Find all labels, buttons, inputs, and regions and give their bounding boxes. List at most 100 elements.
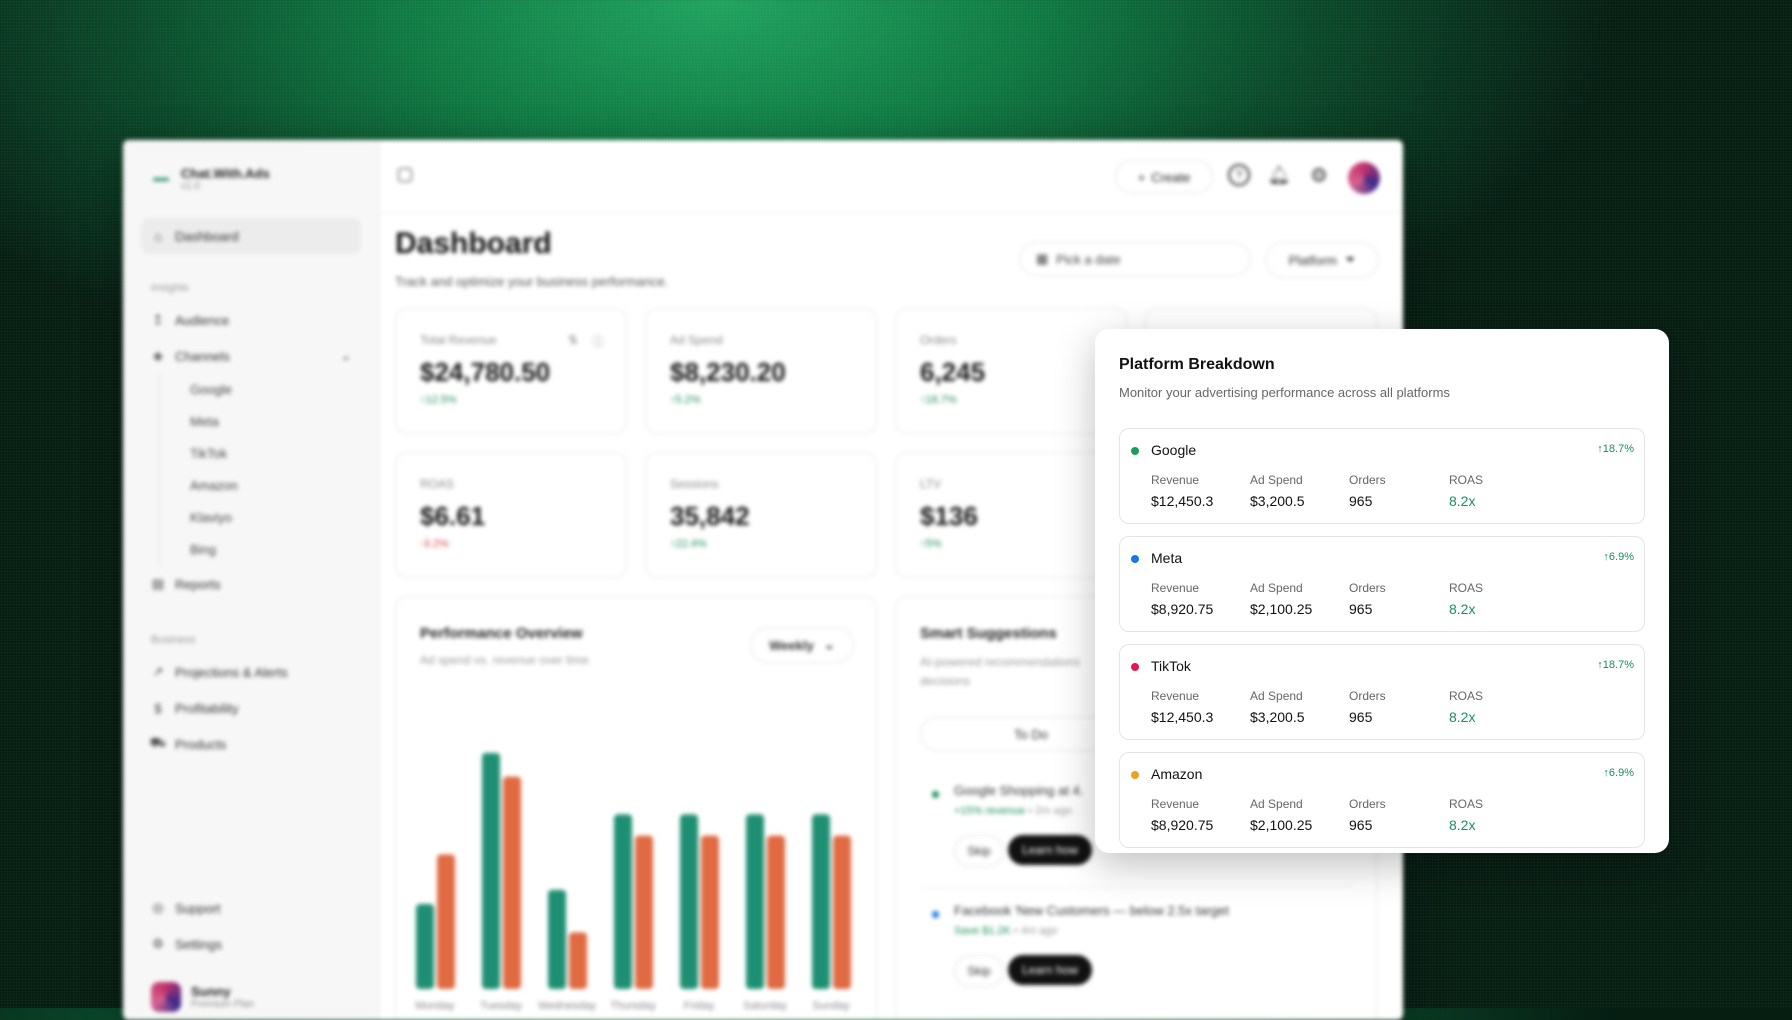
skip-button[interactable]: Skip (954, 835, 1004, 867)
topbar: + Create ? 🔔︎ ⚙ (378, 140, 1403, 213)
user-avatar (151, 982, 181, 1012)
skip-button[interactable]: Skip (954, 955, 1004, 987)
platform-delta: ↑6.9% (1603, 551, 1634, 563)
metric-value: $12,450.3 (1151, 493, 1214, 509)
user-plan: Premium Plan (191, 999, 254, 1010)
platform-card-amazon[interactable]: Amazon ↑6.9% Revenue $8,920.75 Ad Spend $2… (1119, 752, 1645, 848)
metric-ad-spend: Ad Spend $3,200.5 (1250, 473, 1305, 509)
sidebar-item-audience[interactable]: ↥ Audience (141, 302, 361, 338)
kpi-delta: ↑12.5% (420, 394, 457, 406)
sidebar-item-products[interactable]: ⛟ Products (141, 726, 361, 762)
metric-roas: ROAS 8.2x (1449, 797, 1483, 833)
suggestions-title: Smart Suggestions (920, 625, 1057, 642)
metric-value: 965 (1349, 709, 1373, 725)
metric-roas: ROAS 8.2x (1449, 473, 1483, 509)
user-profile[interactable]: Sunny Premium Plan (141, 976, 361, 1018)
create-button[interactable]: + Create (1115, 160, 1213, 194)
nav-footer: ◎ Support ⚙ Settings Sunny Premium Plan (141, 890, 361, 1018)
nav-main: ⌂ Dashboard Insights ↥ Audience ◈ Channe… (141, 218, 361, 762)
bar-revenue-saturday[interactable] (746, 814, 764, 989)
bar-ad-spend-friday[interactable] (701, 835, 719, 989)
sidebar-subitem-klaviyo[interactable]: Klaviyo (159, 502, 361, 534)
platform-card-tiktok[interactable]: TikTok ↑18.7% Revenue $12,450.3 Ad Spend $… (1119, 644, 1645, 740)
sidebar-item-channels[interactable]: ◈ Channels ⌄ (141, 338, 361, 374)
metric-roas: ROAS 8.2x (1449, 689, 1483, 725)
metric-label: Orders (1349, 581, 1386, 595)
kpi-card-ltv: LTV $136 ↑5% (895, 452, 1127, 578)
kpi-value: $8,230.20 (670, 357, 786, 387)
platform-card-google[interactable]: Google ↑18.7% Revenue $12,450.3 Ad Spend $… (1119, 428, 1645, 524)
platform-name: Amazon (1151, 766, 1203, 782)
bar-ad-spend-thursday[interactable] (635, 835, 653, 989)
document-icon: ▤ (151, 576, 165, 591)
sidebar-subitem-google[interactable]: Google (159, 374, 361, 406)
platform-delta: ↑18.7% (1597, 659, 1634, 671)
sidebar-item-profitability[interactable]: $ Profitability (141, 690, 361, 726)
range-select-label: Weekly (769, 637, 814, 653)
bar-ad-spend-monday[interactable] (437, 854, 455, 989)
bar-revenue-tuesday[interactable] (482, 753, 500, 989)
kpi-value: $136 (920, 501, 978, 531)
bar-ad-spend-sunday[interactable] (833, 835, 851, 989)
sidebar-item-reports[interactable]: ▤ Reports (141, 566, 361, 602)
metric-revenue: Revenue $12,450.3 (1151, 689, 1213, 725)
breakdown-title: Platform Breakdown (1119, 356, 1275, 373)
date-picker[interactable]: ▦ Pick a date (1019, 242, 1251, 276)
platform-delta: ↑18.7% (1597, 443, 1634, 455)
performance-subtitle: Ad spend vs. revenue over time (420, 653, 589, 667)
bar-revenue-wednesday[interactable] (548, 889, 566, 989)
avatar[interactable] (1348, 162, 1380, 194)
metric-label: Orders (1349, 689, 1386, 703)
sidebar-subitem-bing[interactable]: Bing (159, 534, 361, 566)
swap-icon[interactable]: ⇅ (567, 333, 578, 347)
bar-revenue-thursday[interactable] (614, 814, 632, 989)
bar-revenue-sunday[interactable] (812, 814, 830, 989)
page-subtitle: Track and optimize your business perform… (395, 274, 669, 289)
cart-icon: ⛟ (149, 735, 167, 750)
platform-card-meta[interactable]: Meta ↑6.9% Revenue $8,920.75 Ad Spend $2,1… (1119, 536, 1645, 632)
kpi-label: Orders (920, 333, 957, 347)
suggestion-impact: +15% revenue (954, 805, 1026, 817)
info-icon[interactable]: ⓘ (591, 335, 604, 349)
bar-ad-spend-tuesday[interactable] (503, 776, 521, 989)
kpi-card-ad-spend: Ad Spend $8,230.20 ↑5.2% (645, 308, 877, 434)
metric-orders: Orders 965 (1349, 689, 1386, 725)
suggestions-subtitle: AI-powered recommendations decisions (920, 653, 1120, 691)
metric-orders: Orders 965 (1349, 473, 1386, 509)
metric-label: ROAS (1449, 797, 1484, 811)
breakdown-subtitle: Monitor your advertising performance acr… (1119, 385, 1450, 400)
sidebar-item-support[interactable]: ◎ Support (141, 890, 361, 926)
x-tick-label: Saturday (743, 1000, 788, 1012)
bar-revenue-friday[interactable] (680, 814, 698, 989)
suggestion-meta: Save $1.2K • 4m ago (954, 925, 1058, 937)
sidebar-toggle-icon[interactable] (398, 168, 412, 182)
learn-how-button[interactable]: Learn how (1008, 835, 1092, 865)
sidebar-subitem-amazon[interactable]: Amazon (159, 470, 361, 502)
bar-ad-spend-wednesday[interactable] (569, 932, 587, 989)
sidebar-item-settings[interactable]: ⚙ Settings (141, 926, 361, 962)
bar-ad-spend-saturday[interactable] (767, 835, 785, 989)
sidebar-item-dashboard[interactable]: ⌂ Dashboard (141, 218, 361, 254)
platform-breakdown-card: Platform Breakdown Monitor your advertis… (1095, 329, 1669, 853)
metric-roas: ROAS 8.2x (1449, 581, 1483, 617)
bell-icon[interactable]: 🔔︎ (1267, 164, 1291, 185)
range-select[interactable]: Weekly ⌄ (750, 627, 854, 663)
metric-orders: Orders 965 (1349, 797, 1386, 833)
sidebar-item-label: Support (175, 900, 221, 916)
sidebar-item-label: Projections & Alerts (175, 664, 288, 680)
kpi-value: $6.61 (420, 501, 486, 531)
learn-how-button[interactable]: Learn how (1008, 955, 1092, 985)
sidebar-subitem-tiktok[interactable]: TikTok (159, 438, 361, 470)
help-icon[interactable]: ? (1228, 164, 1250, 186)
metric-value: 965 (1349, 601, 1373, 617)
metric-value: 8.2x (1449, 601, 1476, 617)
sidebar-item-label: Dashboard (175, 228, 239, 244)
sidebar-item-projections[interactable]: ↗ Projections & Alerts (141, 654, 361, 690)
brand[interactable]: Chat.With.Ads v1.0 (153, 166, 270, 192)
sidebar-subitem-meta[interactable]: Meta (159, 406, 361, 438)
platform-filter[interactable]: Platform ⏷ (1265, 242, 1379, 278)
metric-value: $2,100.25 (1250, 817, 1313, 833)
gear-icon[interactable]: ⚙ (1310, 164, 1328, 187)
bar-revenue-monday[interactable] (416, 904, 434, 989)
metric-ad-spend: Ad Spend $2,100.25 (1250, 797, 1312, 833)
